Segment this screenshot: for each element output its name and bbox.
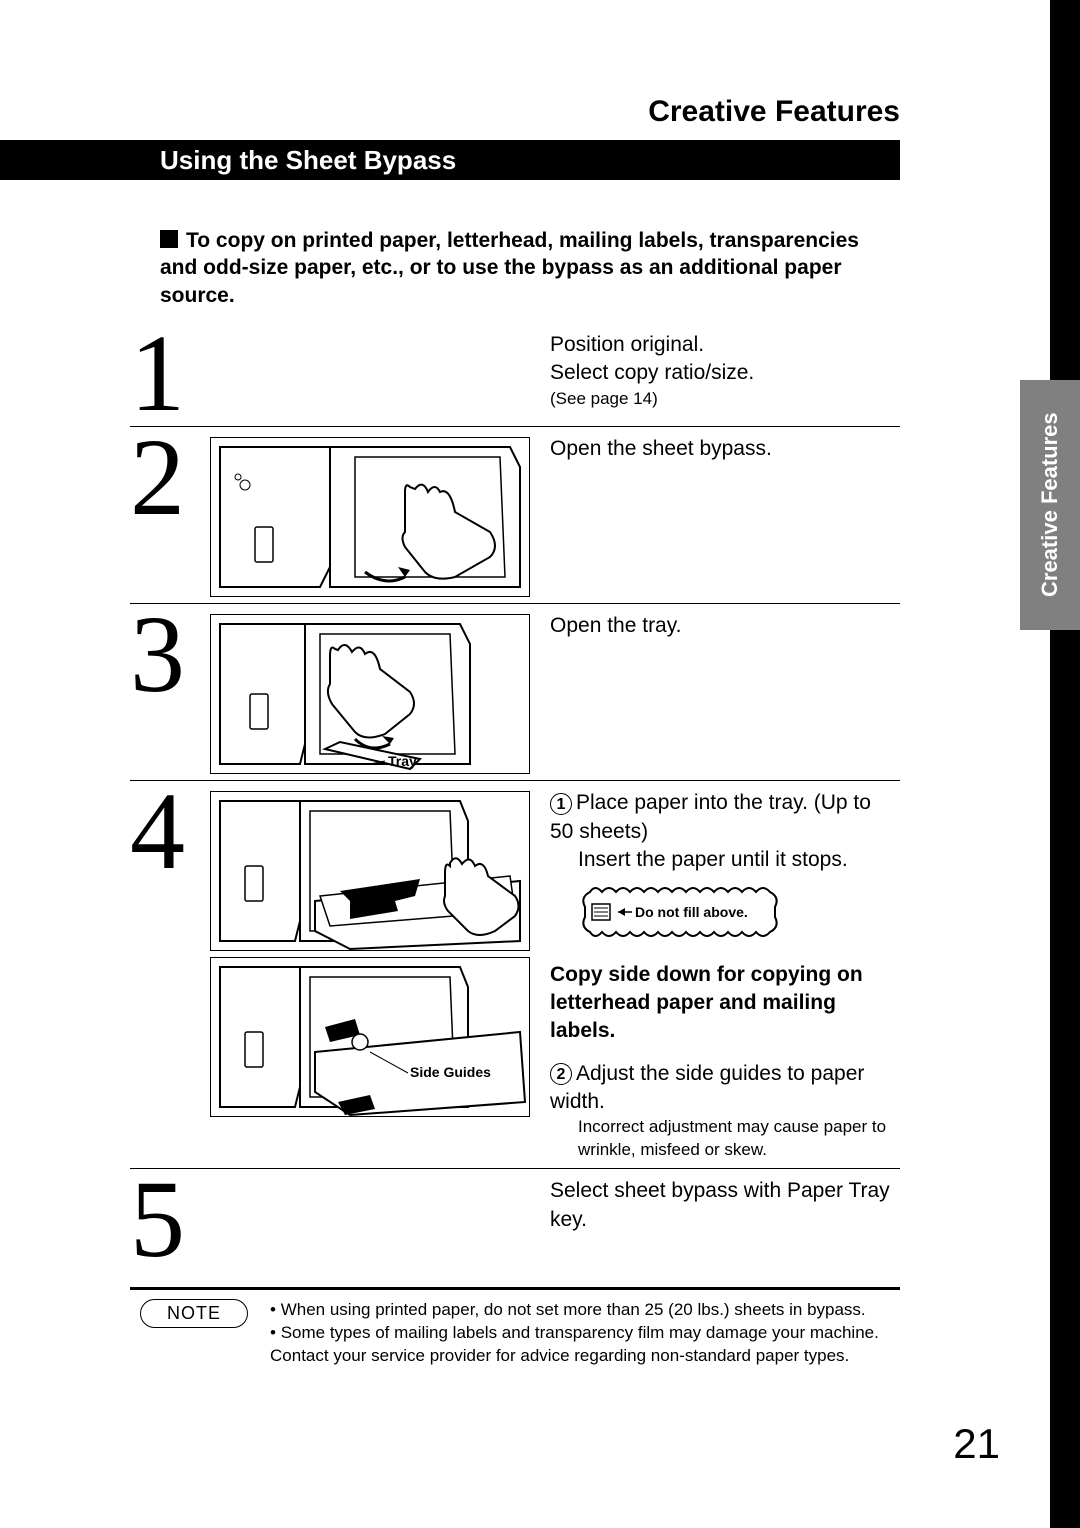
step-text: 1Place paper into the tray. (Up to 50 sh… bbox=[530, 785, 900, 1162]
step4-c2b: Incorrect adjustment may cause paper to … bbox=[550, 1116, 900, 1162]
intro-text: To copy on printed paper, letterhead, ma… bbox=[160, 227, 900, 309]
step-2: 2 bbox=[130, 427, 900, 604]
section-label: Creative Features bbox=[130, 95, 900, 129]
side-guides-label: Side Guides bbox=[410, 1064, 491, 1080]
step2-diagram bbox=[210, 437, 530, 597]
step-text: Select sheet bypass with Paper Tray key. bbox=[530, 1173, 900, 1234]
step3-diagram: Tray bbox=[210, 614, 530, 774]
step3-text: Open the tray. bbox=[550, 612, 900, 640]
note-badge: NOTE bbox=[140, 1299, 248, 1328]
right-stripe bbox=[1050, 0, 1080, 1528]
circle-2-icon: 2 bbox=[550, 1063, 572, 1085]
step4-c1b: Insert the paper until it stops. bbox=[550, 846, 900, 874]
step-number: 2 bbox=[130, 431, 210, 525]
square-bullet-icon bbox=[160, 230, 178, 248]
step4-c1a: Place paper into the tray. (Up to 50 she… bbox=[550, 791, 871, 842]
step-4: 4 bbox=[130, 781, 900, 1169]
step5-text: Select sheet bypass with Paper Tray key. bbox=[550, 1177, 900, 1234]
step1-line1: Position original. bbox=[550, 331, 900, 359]
content: Creative Features To copy on printed pap… bbox=[130, 95, 900, 1290]
note-b2: Some types of mailing labels and transpa… bbox=[270, 1323, 879, 1365]
step-3: 3 Tray bbox=[130, 604, 900, 781]
step-number: 4 bbox=[130, 785, 210, 879]
step4-c2a: Adjust the side guides to paper width. bbox=[550, 1062, 864, 1113]
tray-label: Tray bbox=[388, 753, 417, 769]
step-number: 5 bbox=[130, 1173, 210, 1267]
step4-diagram-a bbox=[210, 791, 530, 951]
step-text: Position original. Select copy ratio/siz… bbox=[530, 327, 900, 411]
warn-text: Do not fill above. bbox=[635, 904, 748, 920]
step-text: Open the tray. bbox=[530, 608, 900, 640]
circle-1-icon: 1 bbox=[550, 793, 572, 815]
step-text: Open the sheet bypass. bbox=[530, 431, 900, 463]
step1-small: (See page 14) bbox=[550, 388, 900, 411]
step-5: 5 Select sheet bypass with Paper Tray ke… bbox=[130, 1169, 900, 1290]
step-number: 3 bbox=[130, 608, 210, 702]
step-1: 1 Position original. Select copy ratio/s… bbox=[130, 323, 900, 428]
step1-line2: Select copy ratio/size. bbox=[550, 359, 900, 387]
steps-list: 1 Position original. Select copy ratio/s… bbox=[130, 323, 900, 1290]
fill-warning: Do not fill above. bbox=[570, 882, 900, 950]
step4-diagram-b: Side Guides bbox=[210, 957, 530, 1117]
intro-copy: To copy on printed paper, letterhead, ma… bbox=[160, 229, 859, 307]
note-row: NOTE • When using printed paper, do not … bbox=[140, 1299, 910, 1368]
step4-bold: Copy side down for copying on letterhead… bbox=[550, 961, 900, 1046]
step-number: 1 bbox=[130, 327, 210, 421]
note-b1: When using printed paper, do not set mor… bbox=[281, 1300, 866, 1319]
step2-text: Open the sheet bypass. bbox=[550, 435, 900, 463]
note-text: • When using printed paper, do not set m… bbox=[248, 1299, 910, 1368]
page-number: 21 bbox=[953, 1420, 1000, 1468]
side-tab: Creative Features bbox=[1020, 380, 1080, 630]
